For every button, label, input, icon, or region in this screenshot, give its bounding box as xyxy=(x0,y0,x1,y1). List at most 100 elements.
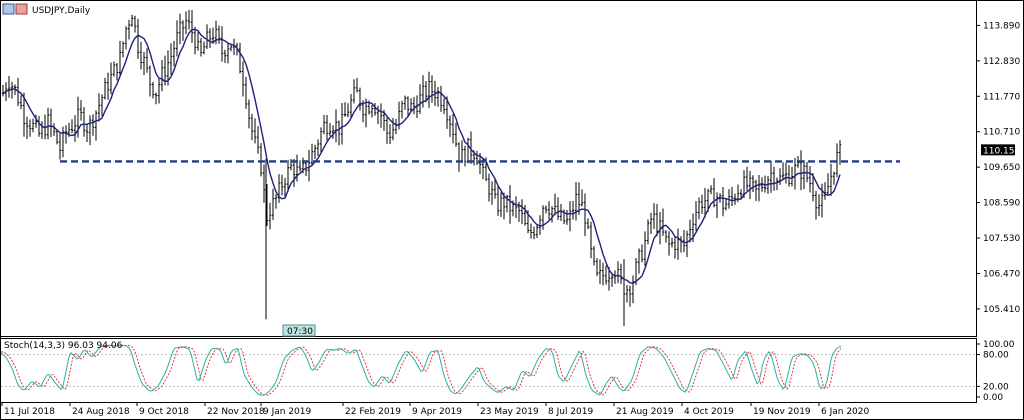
chart-window-icon[interactable] xyxy=(2,3,28,15)
candle xyxy=(703,188,707,218)
candle xyxy=(784,162,788,184)
price-chart: 113.890 112.830 111.770 110.710 109.650 108.5… xyxy=(1,9,1020,417)
candle xyxy=(208,28,212,49)
candle xyxy=(682,229,686,253)
candle xyxy=(496,184,500,216)
candle xyxy=(550,206,554,223)
stochastic-axis-label: 100.00 xyxy=(983,340,1015,350)
candle xyxy=(754,179,758,202)
candle xyxy=(229,44,233,52)
candle xyxy=(130,14,134,27)
candle xyxy=(358,87,362,111)
candle xyxy=(115,63,119,81)
candle xyxy=(427,71,431,108)
candle xyxy=(655,203,659,237)
time-axis-label: 11 Jul 2018 xyxy=(4,407,55,417)
candle xyxy=(454,122,458,147)
candle xyxy=(55,129,59,145)
price-axis-label: 107.530 xyxy=(983,234,1020,244)
candle xyxy=(286,159,290,192)
candle xyxy=(142,51,146,76)
candle xyxy=(127,19,131,40)
candle xyxy=(619,263,623,284)
candle xyxy=(73,115,77,142)
time-axis-label: 9 Jan 2019 xyxy=(263,407,311,417)
candle xyxy=(490,181,494,205)
candle xyxy=(205,24,209,49)
candle xyxy=(157,78,161,104)
candle xyxy=(814,190,818,220)
candle xyxy=(826,173,830,195)
candle xyxy=(586,218,590,230)
candle xyxy=(697,197,701,220)
candle xyxy=(7,76,11,98)
candle xyxy=(283,177,287,199)
candle xyxy=(298,160,302,172)
candle xyxy=(262,164,266,203)
candle xyxy=(175,20,179,57)
candle xyxy=(430,75,434,103)
stochastic-signal-line xyxy=(1,344,842,396)
candle xyxy=(487,173,491,202)
candle xyxy=(238,42,242,74)
moving-average-line xyxy=(2,28,841,285)
candle xyxy=(829,163,833,196)
candle xyxy=(445,96,449,129)
candle xyxy=(595,258,599,277)
candle xyxy=(154,92,158,105)
candle xyxy=(331,125,335,139)
candle xyxy=(721,186,725,217)
candle xyxy=(520,199,524,224)
time-marker-label: 07:30 xyxy=(287,327,313,337)
candle xyxy=(817,194,821,217)
candle xyxy=(340,103,344,145)
candle xyxy=(463,145,467,167)
candle xyxy=(385,115,389,144)
candle xyxy=(640,244,644,263)
candle xyxy=(223,49,227,64)
candle xyxy=(97,93,101,122)
candle xyxy=(94,110,98,141)
stochastic-axis-label: 20.00 xyxy=(983,382,1009,392)
candle xyxy=(91,114,95,136)
candle xyxy=(553,193,557,216)
candle xyxy=(118,40,122,76)
candle xyxy=(637,248,641,274)
candle xyxy=(571,200,575,220)
candle xyxy=(781,162,785,179)
candle xyxy=(418,84,422,114)
candle xyxy=(136,18,140,59)
candle xyxy=(58,132,62,160)
candle xyxy=(133,15,137,33)
candle xyxy=(625,285,629,303)
candle xyxy=(670,237,674,248)
candle xyxy=(442,97,446,114)
candle xyxy=(568,201,572,232)
price-axis-label: 106.470 xyxy=(983,269,1020,279)
candle xyxy=(250,113,254,141)
candle xyxy=(448,115,452,137)
candle xyxy=(391,118,395,141)
time-axis-label: 4 Oct 2019 xyxy=(684,407,734,417)
candle xyxy=(61,126,65,158)
candle xyxy=(823,182,827,200)
candle xyxy=(409,98,413,112)
candle xyxy=(502,192,506,220)
price-axis-label: 112.830 xyxy=(983,57,1020,67)
candle xyxy=(160,59,164,92)
candle xyxy=(601,262,605,286)
candle xyxy=(25,116,29,139)
candle xyxy=(493,177,497,199)
candle xyxy=(643,231,647,266)
candle xyxy=(253,118,257,144)
candle xyxy=(151,82,155,99)
candle xyxy=(802,160,806,190)
candle xyxy=(307,149,311,182)
candle xyxy=(799,150,803,191)
candle xyxy=(373,103,377,116)
candle xyxy=(244,76,248,109)
time-axis-label: 9 Apr 2019 xyxy=(412,407,462,417)
